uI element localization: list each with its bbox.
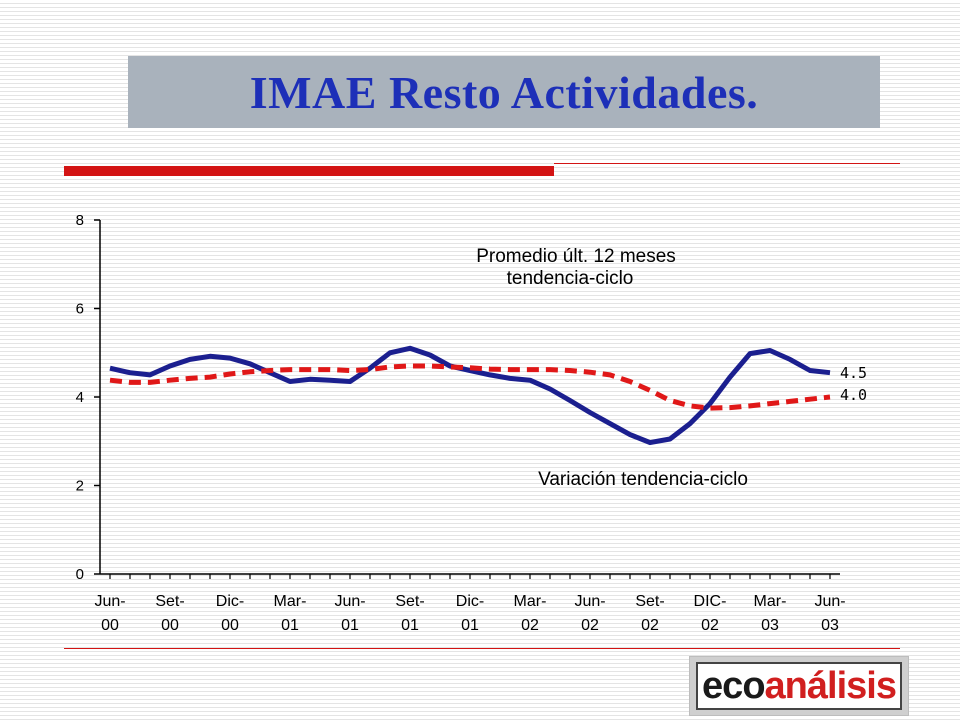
x-tick-label: Mar- <box>274 593 307 610</box>
x-tick-label: Set- <box>155 593 184 610</box>
logo-text: ecoanálisis <box>702 665 897 707</box>
chart-annotation: Promedio últ. 12 meses <box>476 246 676 267</box>
x-tick-label: Jun- <box>574 593 605 610</box>
y-tick-label: 8 <box>76 212 84 229</box>
chart-annotation: Variación tendencia-ciclo <box>538 469 748 490</box>
x-tick-label: 03 <box>821 617 839 634</box>
accent-line <box>554 163 900 164</box>
x-tick-label: 00 <box>161 617 179 634</box>
x-tick-label: 01 <box>401 617 419 634</box>
x-tick-label: 00 <box>101 617 119 634</box>
accent-bar <box>64 166 554 176</box>
x-tick-label: Jun- <box>334 593 365 610</box>
x-tick-label: 02 <box>521 617 539 634</box>
x-tick-label: Set- <box>635 593 664 610</box>
series-end-label: 4.0 <box>840 386 867 404</box>
x-tick-label: 01 <box>461 617 479 634</box>
series-line-1 <box>109 363 831 411</box>
x-tick-label: Dic- <box>216 593 244 610</box>
x-tick-label: 00 <box>221 617 239 634</box>
series-end-label: 4.5 <box>840 364 867 382</box>
x-tick-label: Mar- <box>514 593 547 610</box>
y-tick-label: 0 <box>76 566 84 583</box>
x-tick-label: Mar- <box>754 593 787 610</box>
x-tick-label: DIC- <box>694 593 727 610</box>
slide-title: IMAE Resto Actividades. <box>249 66 759 118</box>
x-tick-label: 02 <box>701 617 719 634</box>
x-tick-label: 03 <box>761 617 779 634</box>
x-tick-label: 02 <box>641 617 659 634</box>
x-tick-label: 01 <box>341 617 359 634</box>
y-tick-label: 4 <box>76 389 84 406</box>
x-tick-label: 02 <box>581 617 599 634</box>
x-tick-label: Set- <box>395 593 424 610</box>
y-tick-label: 2 <box>76 478 84 495</box>
footer-line <box>64 648 900 649</box>
logo-text-eco: eco <box>702 665 765 707</box>
chart-annotation: tendencia-ciclo <box>507 268 634 289</box>
title-banner: IMAE Resto Actividades. <box>128 56 880 128</box>
x-tick-label: Jun- <box>94 593 125 610</box>
x-tick-label: 01 <box>281 617 299 634</box>
ecoanalisis-logo: ecoanálisis <box>689 656 909 716</box>
y-tick-label: 6 <box>76 301 84 318</box>
logo-text-analisis: análisis <box>764 665 897 707</box>
x-tick-label: Dic- <box>456 593 484 610</box>
logo-frame: ecoanálisis <box>696 662 902 710</box>
x-tick-label: Jun- <box>814 593 845 610</box>
series-line-0 <box>109 345 831 446</box>
